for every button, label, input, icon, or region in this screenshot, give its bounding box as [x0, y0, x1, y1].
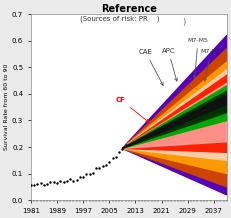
Text: CAE: CAE — [139, 49, 163, 85]
Polygon shape — [122, 91, 227, 148]
Text: M7-M5: M7-M5 — [188, 38, 209, 78]
Polygon shape — [122, 49, 227, 187]
Polygon shape — [122, 62, 227, 174]
Text: (Sources of risk: PR    ): (Sources of risk: PR ) — [80, 16, 160, 22]
Polygon shape — [122, 86, 227, 148]
Polygon shape — [122, 70, 227, 160]
Polygon shape — [122, 75, 227, 152]
Text: ): ) — [183, 18, 186, 27]
Polygon shape — [122, 36, 227, 195]
Text: M7-M6: M7-M6 — [201, 49, 222, 81]
Polygon shape — [122, 83, 227, 148]
Text: CF: CF — [116, 97, 149, 122]
Polygon shape — [122, 95, 227, 148]
Text: APC: APC — [161, 48, 177, 81]
Y-axis label: Survival Rate from 60 to 90: Survival Rate from 60 to 90 — [4, 64, 9, 150]
Title: Reference: Reference — [101, 4, 157, 14]
